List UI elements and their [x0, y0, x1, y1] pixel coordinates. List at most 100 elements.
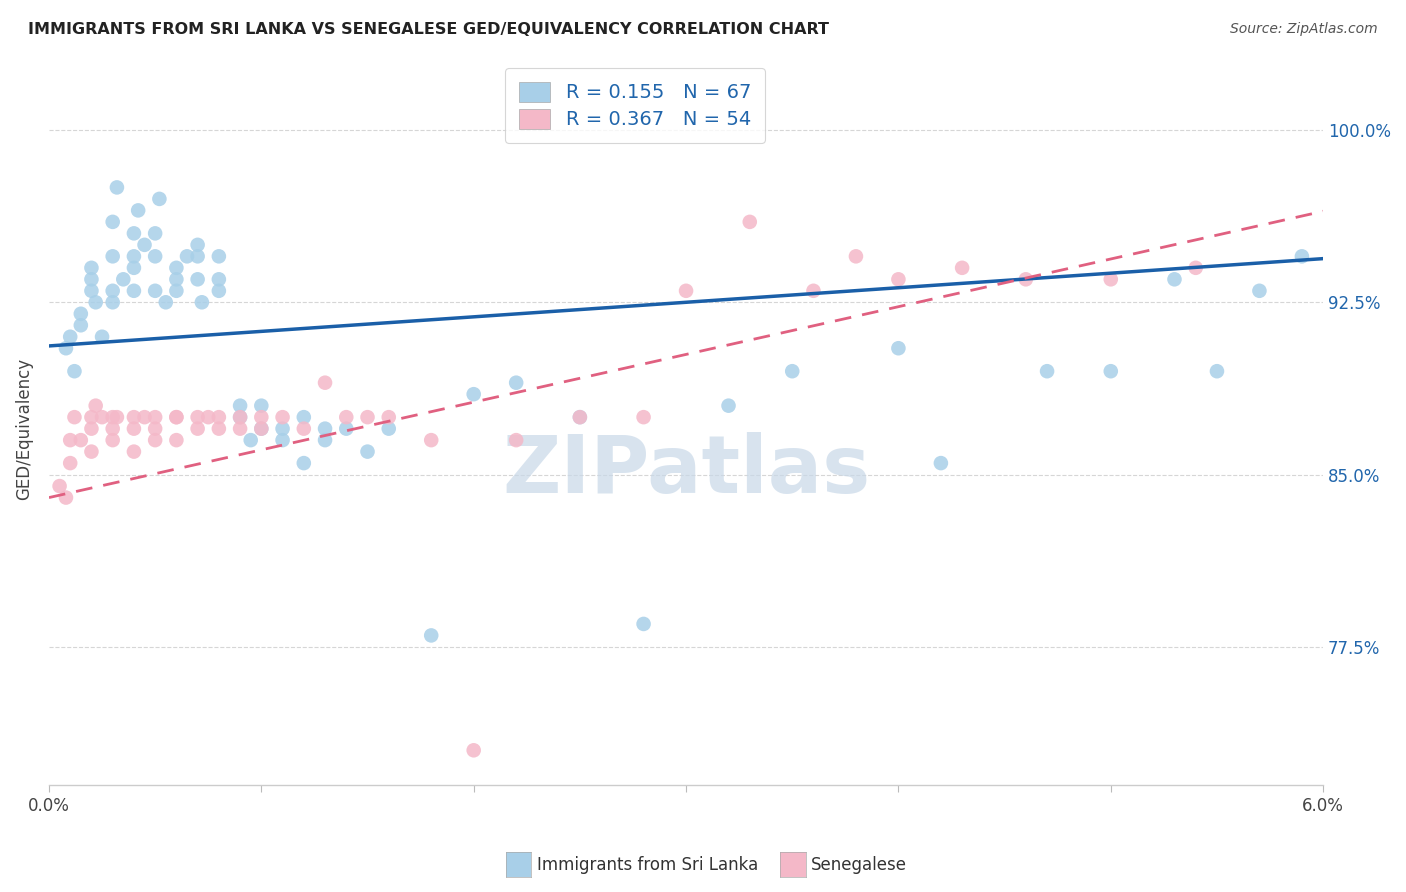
Point [165, 410, 187, 425]
Point [271, 433, 294, 447]
Point [187, 237, 209, 252]
Point [122, 444, 145, 458]
Point [69, 307, 91, 321]
Point [105, 180, 128, 194]
Point [675, 284, 697, 298]
Point [1015, 272, 1038, 286]
Point [101, 249, 124, 263]
Point [377, 410, 399, 425]
Point [250, 422, 273, 436]
Point [69, 433, 91, 447]
Point [165, 284, 187, 298]
Point [59, 330, 82, 344]
Point [143, 422, 166, 436]
Point [568, 410, 591, 425]
Point [463, 387, 485, 401]
Point [134, 237, 156, 252]
Point [63, 364, 86, 378]
Point [165, 410, 187, 425]
Point [101, 295, 124, 310]
Point [91, 330, 114, 344]
Point [292, 422, 315, 436]
Point [101, 410, 124, 425]
Point [780, 364, 803, 378]
Point [122, 422, 145, 436]
Point [505, 376, 527, 390]
Point [187, 249, 209, 263]
Point [292, 456, 315, 470]
Point [356, 444, 378, 458]
Text: IMMIGRANTS FROM SRI LANKA VS SENEGALESE GED/EQUIVALENCY CORRELATION CHART: IMMIGRANTS FROM SRI LANKA VS SENEGALESE … [28, 22, 830, 37]
Point [420, 433, 443, 447]
Point [91, 410, 114, 425]
Point [80, 444, 103, 458]
Point [165, 260, 187, 275]
Point [1099, 364, 1122, 378]
Point [1163, 272, 1185, 286]
Text: ZIPatlas: ZIPatlas [502, 433, 870, 510]
Point [1184, 260, 1206, 275]
Point [208, 284, 231, 298]
Point [1036, 364, 1059, 378]
Point [112, 272, 135, 286]
Point [1206, 364, 1229, 378]
Point [1099, 272, 1122, 286]
Point [377, 422, 399, 436]
Point [80, 284, 103, 298]
Point [63, 410, 86, 425]
Point [1249, 284, 1271, 298]
Point [738, 215, 761, 229]
Text: Immigrants from Sri Lanka: Immigrants from Sri Lanka [537, 856, 758, 874]
Point [143, 284, 166, 298]
Point [191, 295, 214, 310]
Point [208, 410, 231, 425]
Point [208, 249, 231, 263]
Text: Source: ZipAtlas.com: Source: ZipAtlas.com [1230, 22, 1378, 37]
Point [143, 227, 166, 241]
Point [314, 422, 336, 436]
Point [122, 227, 145, 241]
Point [80, 272, 103, 286]
Legend: R = 0.155   N = 67, R = 0.367   N = 54: R = 0.155 N = 67, R = 0.367 N = 54 [505, 68, 765, 143]
Point [122, 249, 145, 263]
Point [292, 410, 315, 425]
Point [633, 616, 655, 631]
Point [335, 422, 357, 436]
Text: Senegalese: Senegalese [811, 856, 907, 874]
Y-axis label: GED/Equivalency: GED/Equivalency [15, 358, 32, 500]
Point [314, 376, 336, 390]
Point [208, 272, 231, 286]
Point [59, 433, 82, 447]
Point [101, 422, 124, 436]
Point [101, 284, 124, 298]
Point [1291, 249, 1313, 263]
Point [356, 410, 378, 425]
Point [127, 203, 149, 218]
Point [187, 410, 209, 425]
Point [84, 399, 107, 413]
Point [314, 433, 336, 447]
Point [134, 410, 156, 425]
Point [105, 410, 128, 425]
Point [887, 272, 910, 286]
Point [55, 341, 77, 355]
Point [229, 422, 252, 436]
Point [143, 249, 166, 263]
Point [101, 433, 124, 447]
Point [250, 422, 273, 436]
Point [633, 410, 655, 425]
Point [420, 628, 443, 642]
Point [250, 399, 273, 413]
Point [335, 410, 357, 425]
Point [250, 410, 273, 425]
Point [55, 491, 77, 505]
Point [122, 284, 145, 298]
Point [48, 479, 70, 493]
Point [208, 422, 231, 436]
Point [148, 192, 170, 206]
Point [122, 260, 145, 275]
Point [122, 410, 145, 425]
Point [229, 399, 252, 413]
Point [717, 399, 740, 413]
Point [165, 433, 187, 447]
